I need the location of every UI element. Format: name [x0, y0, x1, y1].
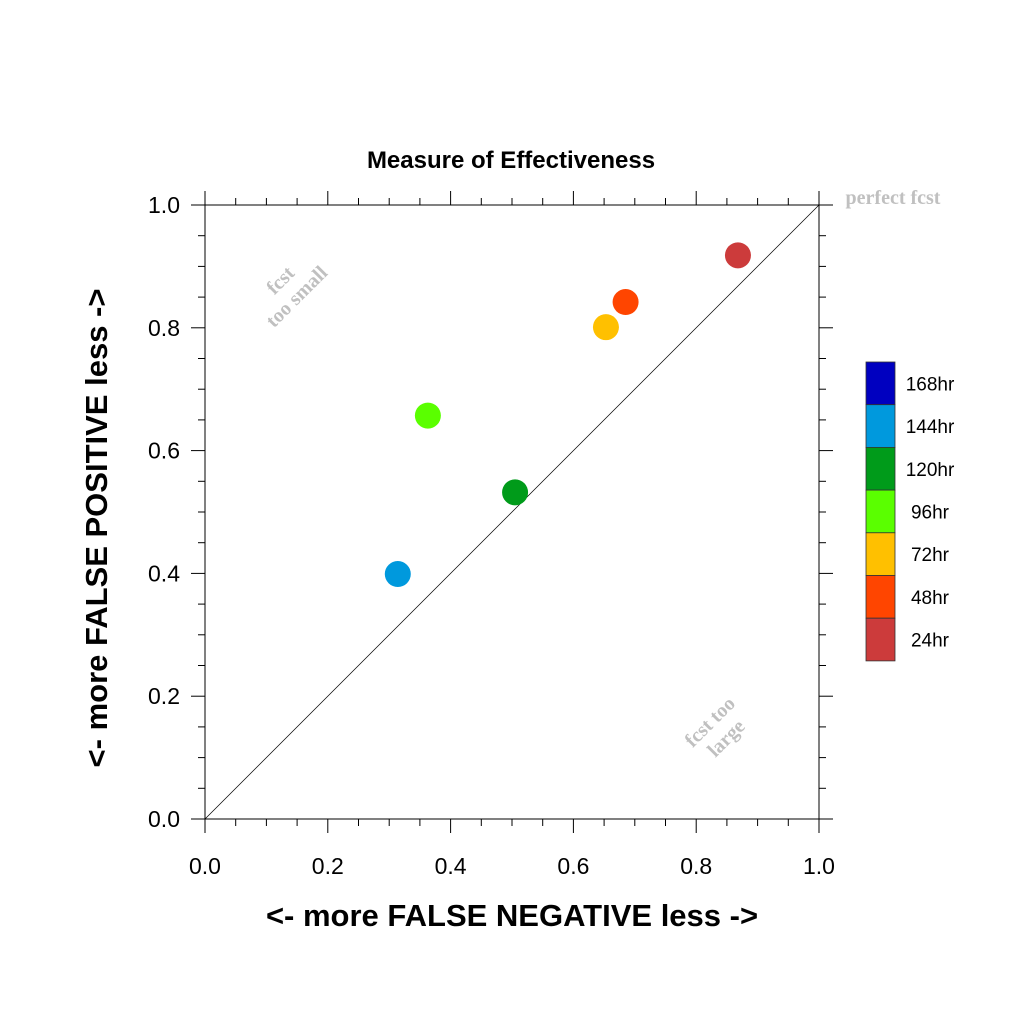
- legend-swatch-168hr: [865, 361, 896, 406]
- legend-label-48hr: 48hr: [911, 588, 950, 609]
- legend-label-144hr: 144hr: [906, 417, 955, 438]
- y-tick-labels: 0.0 0.2 0.4 0.6 0.8 1.0: [148, 192, 180, 832]
- annotation-too-large: fcst too large: [681, 693, 750, 762]
- x-tick-label: 0.2: [312, 853, 344, 879]
- data-point-48hr: [612, 289, 639, 316]
- legend: 168hr 144hr 120hr 96hr 72hr 48hr 24hr: [865, 361, 955, 662]
- legend-label-72hr: 72hr: [911, 545, 950, 566]
- legend-swatch-144hr: [865, 404, 896, 448]
- data-point-96hr: [414, 402, 441, 429]
- x-tick-label: 0.6: [557, 853, 589, 879]
- x-tick-label: 0.4: [435, 853, 467, 879]
- data-point-144hr: [384, 561, 411, 588]
- x-axis-label: <- more FALSE NEGATIVE less ->: [266, 898, 758, 933]
- y-tick-label: 0.0: [148, 806, 180, 832]
- data-point-24hr: [724, 242, 751, 269]
- legend-swatch-72hr: [865, 532, 896, 576]
- legend-swatch-48hr: [865, 575, 896, 619]
- legend-swatch-24hr: [865, 617, 896, 662]
- x-tick-label: 1.0: [803, 853, 835, 879]
- legend-label-24hr: 24hr: [911, 631, 950, 652]
- x-tick-label: 0.8: [680, 853, 712, 879]
- axis-ticks: [191, 191, 833, 833]
- perfect-forecast-diagonal: [204, 204, 820, 820]
- legend-swatch-96hr: [865, 489, 896, 534]
- x-tick-labels: 0.0 0.2 0.4 0.6 0.8 1.0: [189, 853, 835, 879]
- data-point-72hr: [592, 314, 619, 341]
- legend-swatch-120hr: [865, 446, 896, 491]
- annotation-too-small: fcst too small: [262, 262, 332, 332]
- y-tick-label: 1.0: [148, 192, 180, 218]
- x-tick-label: 0.0: [189, 853, 221, 879]
- y-tick-label: 0.8: [148, 315, 180, 341]
- legend-label-120hr: 120hr: [906, 460, 955, 481]
- chart-title: Measure of Effectiveness: [367, 147, 655, 174]
- y-tick-label: 0.2: [148, 683, 180, 709]
- y-tick-label: 0.4: [148, 560, 180, 586]
- annotation-perfect-forecast: perfect fcst: [846, 187, 941, 209]
- legend-label-168hr: 168hr: [906, 374, 955, 395]
- y-tick-label: 0.6: [148, 438, 180, 464]
- data-point-120hr: [502, 479, 529, 506]
- legend-label-96hr: 96hr: [911, 502, 950, 523]
- y-axis-label: <- more FALSE POSITIVE less ->: [79, 289, 114, 768]
- data-points: [384, 242, 751, 588]
